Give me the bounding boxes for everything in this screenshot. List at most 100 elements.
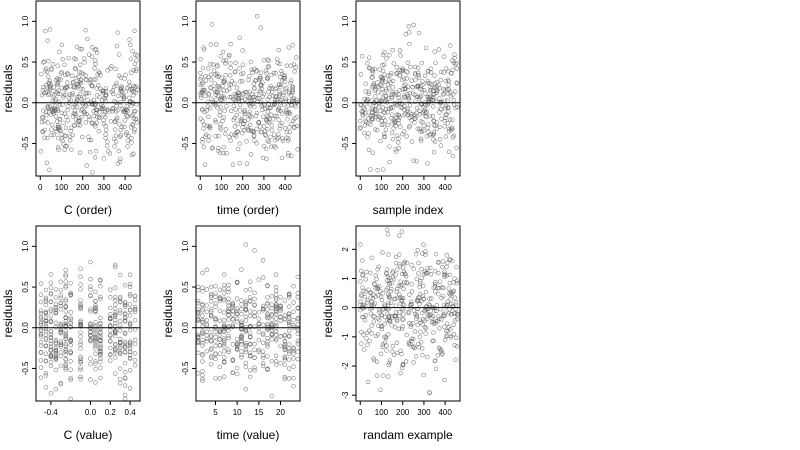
data-point xyxy=(419,266,424,272)
data-point xyxy=(96,115,102,120)
data-point xyxy=(393,123,398,128)
data-point xyxy=(50,99,55,104)
data-point xyxy=(70,79,76,85)
data-point xyxy=(382,50,387,55)
data-point xyxy=(117,159,123,164)
data-point xyxy=(101,88,106,93)
data-point xyxy=(98,296,103,302)
data-point xyxy=(235,146,241,152)
data-point xyxy=(407,125,412,130)
data-point xyxy=(438,143,444,148)
data-point xyxy=(234,347,240,352)
data-point xyxy=(278,305,283,311)
data-point xyxy=(212,117,218,123)
data-point xyxy=(436,314,441,319)
data-point xyxy=(58,382,63,387)
data-point xyxy=(417,126,422,132)
data-point xyxy=(53,338,59,343)
data-point xyxy=(261,114,266,119)
data-point xyxy=(422,106,428,111)
data-point xyxy=(380,52,386,58)
data-point xyxy=(282,313,288,318)
data-point xyxy=(239,307,244,312)
data-point xyxy=(411,308,417,313)
data-point xyxy=(247,109,253,114)
data-point xyxy=(413,99,418,104)
data-point xyxy=(124,103,130,109)
data-point xyxy=(273,362,279,367)
data-point xyxy=(417,284,422,290)
data-point xyxy=(88,77,93,82)
data-point xyxy=(450,153,456,159)
data-point xyxy=(43,315,49,320)
data-point xyxy=(57,116,63,122)
data-point xyxy=(261,91,267,97)
data-point xyxy=(374,373,380,378)
data-point xyxy=(384,348,389,353)
data-point xyxy=(273,305,279,310)
data-point xyxy=(254,110,260,116)
data-point xyxy=(198,95,204,100)
data-point xyxy=(437,279,443,284)
y-tick-label: -3 xyxy=(341,391,350,399)
data-point xyxy=(38,319,44,324)
data-point xyxy=(260,258,266,263)
data-point xyxy=(369,302,375,307)
data-point xyxy=(103,124,108,129)
x-tick-label: 400 xyxy=(278,183,292,192)
data-point xyxy=(44,85,50,90)
data-point xyxy=(208,293,214,298)
data-point xyxy=(80,101,85,107)
data-point xyxy=(258,74,263,79)
data-point xyxy=(269,358,275,364)
data-point xyxy=(63,85,68,90)
data-point xyxy=(38,349,44,355)
data-point xyxy=(280,136,285,141)
data-point xyxy=(48,347,54,352)
data-point xyxy=(383,79,388,84)
data-point xyxy=(127,328,133,333)
y-tick-label: 0.0 xyxy=(181,97,190,109)
data-point xyxy=(443,103,449,108)
data-point xyxy=(265,64,271,70)
data-point xyxy=(213,301,218,306)
data-point xyxy=(386,252,391,257)
data-point xyxy=(81,56,87,61)
data-point xyxy=(273,358,279,364)
data-point xyxy=(93,336,98,342)
data-point xyxy=(79,46,85,52)
data-point xyxy=(454,278,460,283)
data-point xyxy=(264,117,270,123)
data-point xyxy=(359,53,365,59)
data-point xyxy=(286,315,292,321)
data-point xyxy=(273,297,279,303)
data-point xyxy=(69,125,74,130)
data-point xyxy=(213,356,218,362)
data-point xyxy=(239,333,244,339)
data-point xyxy=(441,91,447,97)
data-point xyxy=(221,324,227,330)
data-point xyxy=(393,296,398,301)
data-point xyxy=(436,292,441,297)
data-point xyxy=(358,308,363,313)
data-point xyxy=(275,136,280,141)
data-point xyxy=(78,86,83,92)
data-point xyxy=(373,94,378,99)
data-point xyxy=(376,323,381,328)
data-point xyxy=(221,79,227,85)
data-point xyxy=(291,309,296,314)
data-point xyxy=(127,339,133,344)
data-point xyxy=(214,74,220,79)
data-point xyxy=(127,343,133,349)
data-point xyxy=(38,292,44,297)
data-point xyxy=(53,350,59,356)
data-point xyxy=(217,85,222,91)
data-point xyxy=(122,331,128,336)
data-point xyxy=(400,87,405,92)
data-point xyxy=(358,103,364,108)
y-tick-label: 0.5 xyxy=(21,56,30,68)
data-point xyxy=(451,97,457,103)
data-point xyxy=(98,351,103,357)
data-point xyxy=(223,131,228,137)
data-point xyxy=(76,115,82,121)
